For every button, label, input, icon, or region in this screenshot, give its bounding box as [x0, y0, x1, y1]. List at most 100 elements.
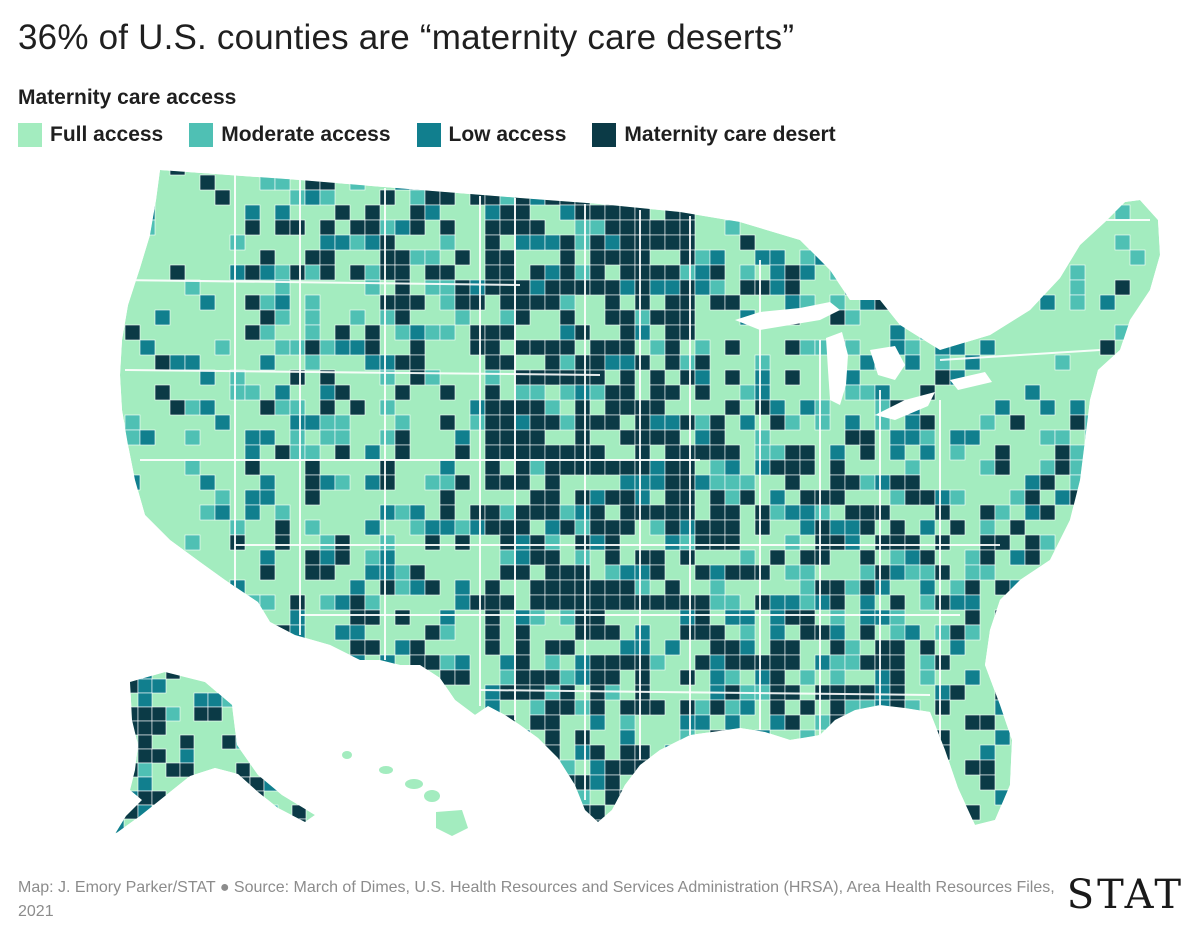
- county-cell: [137, 672, 153, 680]
- county-cell: [274, 519, 291, 536]
- county-cell: [889, 639, 906, 656]
- county-cell: [574, 489, 591, 506]
- county-cell: [874, 234, 891, 251]
- county-cell: [529, 714, 546, 731]
- county-cell: [439, 324, 456, 341]
- county-cell: [844, 654, 861, 671]
- county-cell: [514, 234, 531, 251]
- county-cell: [589, 624, 606, 641]
- county-cell: [529, 279, 546, 296]
- county-cell: [249, 692, 265, 708]
- county-cell: [214, 489, 231, 506]
- county-cell: [739, 279, 756, 296]
- county-cell: [229, 654, 246, 671]
- county-cell: [319, 564, 336, 581]
- county-cell: [709, 459, 726, 476]
- county-cell: [709, 654, 726, 671]
- county-cell: [179, 762, 195, 778]
- county-cell: [634, 189, 651, 206]
- county-cell: [964, 294, 981, 311]
- county-cell: [319, 384, 336, 401]
- county-cell: [274, 819, 291, 825]
- county-cell: [244, 294, 261, 311]
- county-cell: [394, 174, 411, 191]
- county-cell: [634, 399, 651, 416]
- county-cell: [634, 234, 651, 251]
- county-cell: [904, 819, 921, 825]
- county-cell: [207, 672, 223, 680]
- county-cell: [739, 549, 756, 566]
- county-cell: [469, 729, 486, 746]
- county-cell: [964, 579, 981, 596]
- county-cell: [574, 789, 591, 806]
- county-cell: [469, 759, 486, 776]
- county-cell: [649, 504, 666, 521]
- county-cell: [754, 759, 771, 776]
- county-cell: [649, 219, 666, 236]
- county-cell: [319, 399, 336, 416]
- county-cell: [364, 444, 381, 461]
- county-cell: [754, 354, 771, 371]
- legend-item-moderate-access: Moderate access: [189, 123, 391, 147]
- county-cell: [379, 429, 396, 446]
- county-cell: [694, 519, 711, 536]
- county-cell: [305, 672, 315, 680]
- stat-logo: STAT: [1066, 872, 1184, 918]
- county-cell: [1024, 489, 1041, 506]
- county-cell: [424, 204, 441, 221]
- county-cell: [249, 790, 265, 806]
- county-cell: [1084, 684, 1101, 701]
- county-cell: [604, 279, 621, 296]
- county-cell: [709, 264, 726, 281]
- county-cell: [799, 774, 816, 791]
- county-cell: [289, 339, 306, 356]
- county-cell: [514, 174, 531, 191]
- lake-superior: [735, 302, 840, 330]
- county-cell: [304, 669, 321, 686]
- county-cell: [484, 819, 501, 825]
- county-cell: [514, 444, 531, 461]
- county-cell: [859, 384, 876, 401]
- county-cell: [214, 414, 231, 431]
- county-cell: [544, 504, 561, 521]
- county-cell: [904, 354, 921, 371]
- county-cell: [649, 339, 666, 356]
- county-cell: [424, 684, 441, 701]
- county-cell: [619, 474, 636, 491]
- county-cell: [1039, 759, 1056, 776]
- county-cell: [123, 804, 139, 820]
- county-cell: [364, 354, 381, 371]
- county-cell: [1039, 819, 1056, 825]
- county-cell: [349, 579, 366, 596]
- county-cell: [334, 414, 351, 431]
- county-cell: [994, 789, 1011, 806]
- county-cell: [589, 354, 606, 371]
- county-cell: [244, 654, 261, 671]
- county-cell: [499, 759, 516, 776]
- county-cell: [289, 264, 306, 281]
- county-cell: [319, 474, 336, 491]
- county-cell: [484, 170, 501, 176]
- county-cell: [514, 399, 531, 416]
- county-cell: [649, 594, 666, 611]
- county-cell: [709, 624, 726, 641]
- county-cell: [235, 734, 251, 750]
- county-cell: [199, 174, 216, 191]
- county-cell: [664, 489, 681, 506]
- county-cell: [649, 189, 666, 206]
- county-cell: [499, 189, 516, 206]
- county-cell: [904, 429, 921, 446]
- county-cell: [1144, 504, 1160, 521]
- county-cell: [1009, 669, 1026, 686]
- county-cell: [1114, 534, 1131, 551]
- county-cell: [1084, 444, 1101, 461]
- county-cell: [394, 309, 411, 326]
- county-cell: [259, 594, 276, 611]
- county-cell: [259, 324, 276, 341]
- county-cell: [139, 564, 156, 581]
- county-cell: [1054, 594, 1071, 611]
- county-cell: [844, 534, 861, 551]
- county-cell: [634, 654, 651, 671]
- county-cell: [244, 504, 261, 521]
- county-cell: [694, 339, 711, 356]
